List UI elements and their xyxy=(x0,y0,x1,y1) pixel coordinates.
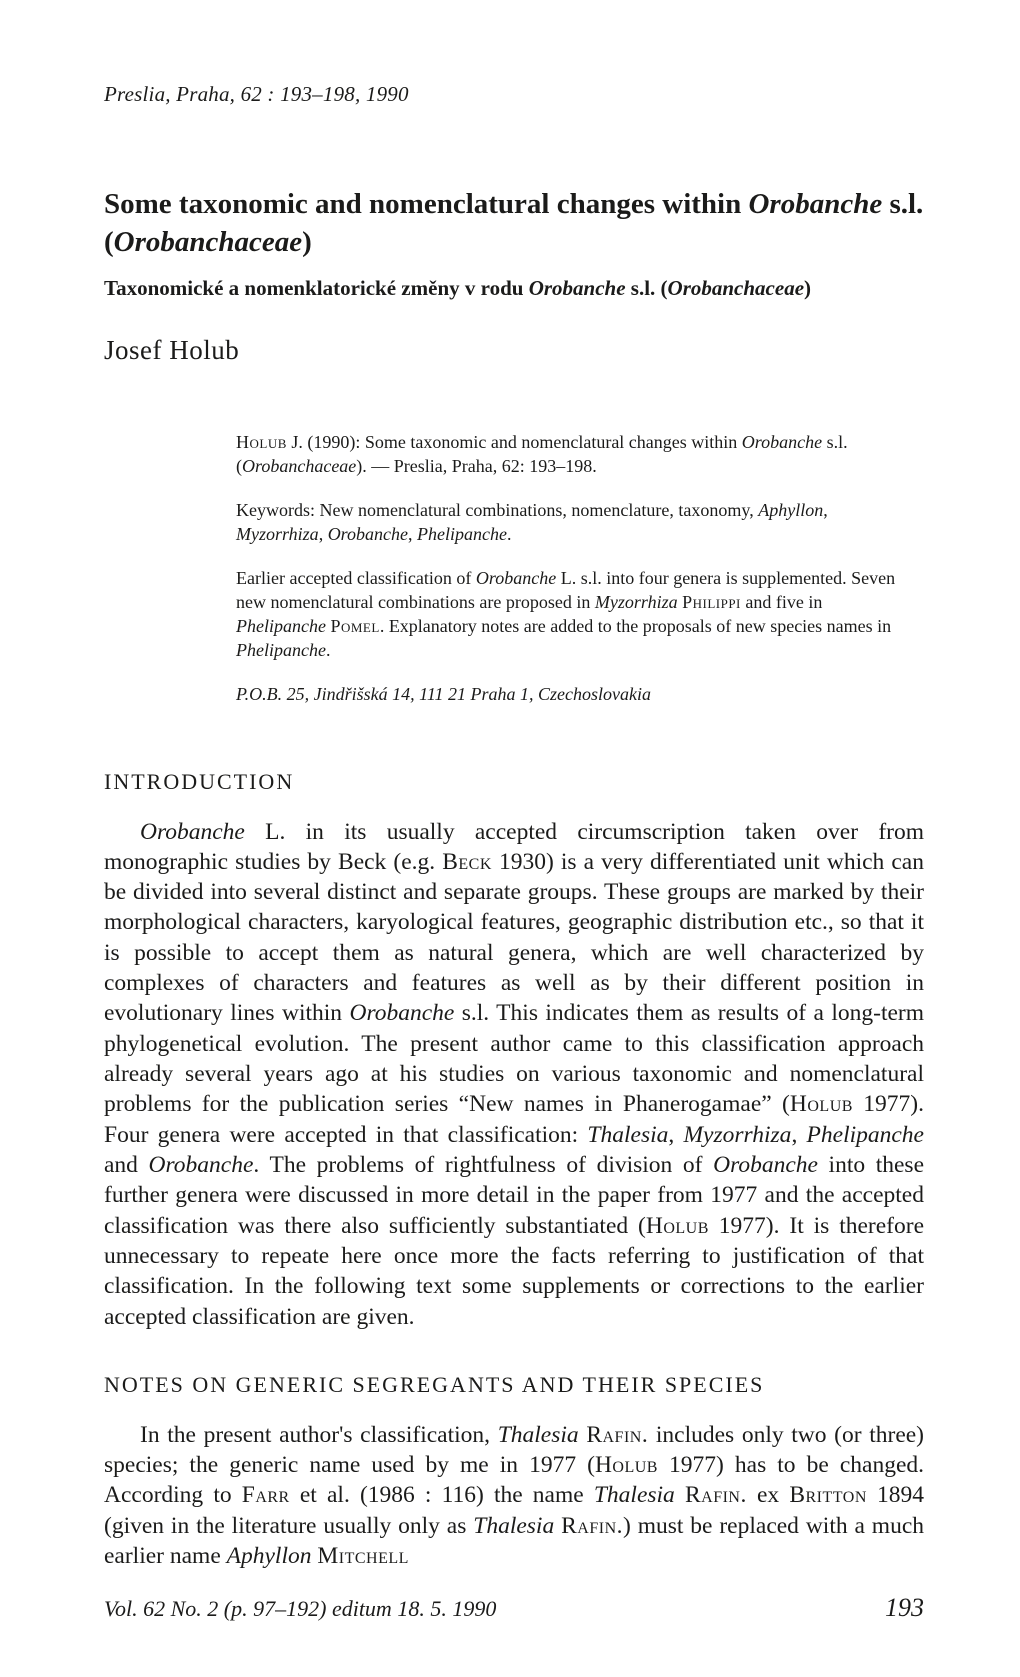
abs-sc: Philippi xyxy=(682,592,741,612)
body-seg: , xyxy=(791,1122,806,1148)
article-subtitle-cz: Taxonomické a nomenklatorické změny v ro… xyxy=(104,276,924,301)
body-sc: Holub xyxy=(646,1213,709,1239)
body-seg xyxy=(675,1482,685,1508)
abs-latin: Orobanche xyxy=(476,568,556,588)
title-latin: Orobanchaceae xyxy=(114,226,302,258)
body-seg: ex xyxy=(747,1482,789,1508)
abstract-keywords: Keywords: New nomenclatural combinations… xyxy=(236,498,916,546)
body-latin: Orobanche xyxy=(149,1152,254,1178)
subtitle-latin: Orobanche xyxy=(529,276,626,300)
abs-seg: Keywords: New nomenclatural combinations… xyxy=(236,500,758,520)
abs-latin: Orobanche xyxy=(742,432,822,452)
body-latin: Phelipanche xyxy=(807,1122,924,1148)
abstract-citation: Holub J. (1990): Some taxonomic and nome… xyxy=(236,430,916,478)
abs-seg: J. (1990): Some taxonomic and nomenclatu… xyxy=(287,432,742,452)
body-sc: Farr xyxy=(242,1482,290,1508)
title-segment: s.l. xyxy=(882,188,923,220)
abs-latin: Aphyllon xyxy=(758,500,823,520)
page-number: 193 xyxy=(885,1593,924,1623)
body-latin: Myzorrhiza xyxy=(683,1122,791,1148)
body-latin: Orobanche xyxy=(713,1152,818,1178)
abs-author-sc: Holub xyxy=(236,432,287,452)
abs-latin: Phelipanche xyxy=(236,616,326,636)
introduction-body: Orobanche L. in its usually accepted cir… xyxy=(104,817,924,1332)
body-latin: Thalesia xyxy=(473,1513,554,1539)
page-footer: Vol. 62 No. 2 (p. 97–192) editum 18. 5. … xyxy=(104,1593,924,1623)
body-seg: , xyxy=(668,1122,683,1148)
body-sc: Rafin. xyxy=(586,1422,648,1448)
body-sc: Holub xyxy=(595,1452,658,1478)
body-latin: Thalesia xyxy=(498,1422,579,1448)
abs-latin: Myzorrhiza xyxy=(595,592,678,612)
body-latin: Aphyllon xyxy=(227,1543,312,1569)
body-seg: In the present author's classification, xyxy=(140,1422,498,1448)
notes-paragraph: In the present author's classification, … xyxy=(104,1420,924,1572)
abs-seg: . Explanatory notes are added to the pro… xyxy=(380,616,891,636)
body-seg: . The problems of rightfulness of divisi… xyxy=(253,1152,713,1178)
body-seg: and xyxy=(104,1152,149,1178)
body-latin: Thalesia xyxy=(587,1122,668,1148)
article-title: Some taxonomic and nomenclatural changes… xyxy=(104,185,924,262)
author-name: Josef Holub xyxy=(104,335,924,366)
abs-seg: , xyxy=(319,524,328,544)
subtitle-segment: s.l. ( xyxy=(626,276,668,300)
abs-seg: , xyxy=(408,524,417,544)
body-latin: Orobanche xyxy=(349,1000,454,1026)
page: Preslia, Praha, 62 : 193–198, 1990 Some … xyxy=(0,0,1020,1677)
abs-seg: , xyxy=(823,500,828,520)
abs-latin: Myzorrhiza xyxy=(236,524,319,544)
body-sc: Rafin. xyxy=(561,1513,623,1539)
body-sc: Holub xyxy=(790,1091,853,1117)
body-sc: Britton xyxy=(789,1482,867,1508)
abs-latin: Phelipanche xyxy=(236,640,326,660)
abs-latin: Orobanche xyxy=(328,524,408,544)
abs-sc: Pomel xyxy=(330,616,379,636)
body-latin: Orobanche xyxy=(140,819,245,845)
title-latin: Orobanche xyxy=(748,188,882,220)
body-sc: Mitchell xyxy=(317,1543,409,1569)
section-heading-notes: NOTES ON GENERIC SEGREGANTS AND THEIR SP… xyxy=(104,1372,924,1398)
abs-seg: . xyxy=(507,524,512,544)
running-head: Preslia, Praha, 62 : 193–198, 1990 xyxy=(104,82,924,107)
title-segment: Some taxonomic and nomenclatural changes… xyxy=(104,188,748,220)
abs-latin: Phelipanche xyxy=(417,524,507,544)
body-seg: et al. (1986 : 116) the name xyxy=(290,1482,594,1508)
subtitle-segment: ) xyxy=(804,276,811,300)
subtitle-segment: Taxonomické a nomenklatorické změny v ro… xyxy=(104,276,529,300)
body-sc: Rafin. xyxy=(685,1482,747,1508)
abstract-address: P.O.B. 25, Jindřišská 14, 111 21 Praha 1… xyxy=(236,682,916,706)
footer-issue-info: Vol. 62 No. 2 (p. 97–192) editum 18. 5. … xyxy=(104,1596,496,1622)
abs-seg: Earlier accepted classification of xyxy=(236,568,476,588)
body-latin: Thalesia xyxy=(594,1482,675,1508)
title-segment: ) xyxy=(302,226,312,258)
abstract-block: Holub J. (1990): Some taxonomic and nome… xyxy=(236,430,916,707)
body-sc: Beck xyxy=(442,849,492,875)
abstract-summary: Earlier accepted classification of Oroba… xyxy=(236,566,916,662)
introduction-paragraph: Orobanche L. in its usually accepted cir… xyxy=(104,817,924,1332)
section-heading-introduction: INTRODUCTION xyxy=(104,769,924,795)
abs-seg: ). — Preslia, Praha, 62: 193–198. xyxy=(356,456,596,476)
subtitle-latin: Orobanchaceae xyxy=(668,276,804,300)
title-segment: ( xyxy=(104,226,114,258)
notes-body: In the present author's classification, … xyxy=(104,1420,924,1572)
abs-seg: . xyxy=(326,640,331,660)
abs-seg: and five in xyxy=(741,592,822,612)
abs-latin: Orobanchaceae xyxy=(242,456,356,476)
